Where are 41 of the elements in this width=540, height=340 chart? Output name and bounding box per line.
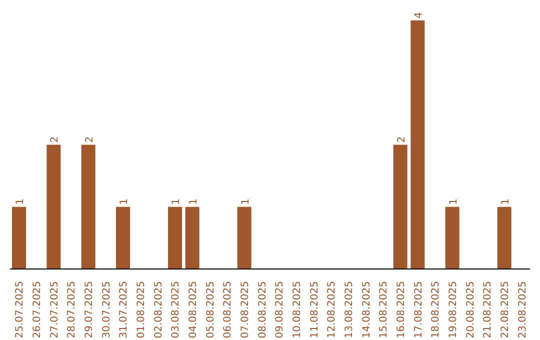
x-tick-label: 25.07.2025 [14, 281, 26, 338]
data-label: 4 [414, 12, 425, 18]
data-label: 2 [50, 136, 61, 143]
x-tick-label: 27.07.2025 [49, 281, 60, 338]
data-label: 1 [500, 198, 512, 205]
x-tick-label: 11.08.2025 [309, 281, 320, 338]
x-tick-label: 20.08.2025 [465, 281, 476, 338]
x-tick-label: 31.07.2025 [118, 281, 130, 338]
x-tick-label: 15.08.2025 [378, 281, 390, 338]
data-label: 1 [119, 198, 130, 205]
x-tick-label: 19.08.2025 [448, 281, 459, 338]
data-label: 1 [448, 198, 460, 205]
x-tick-label: 23.08.2025 [517, 281, 528, 338]
data-label: 1 [15, 198, 26, 205]
x-tick-label: 09.08.2025 [274, 281, 286, 338]
x-tick-label: 13.08.2025 [344, 281, 355, 338]
x-tick-label: 18.08.2025 [430, 281, 442, 338]
x-tick-label: 01.08.2025 [136, 281, 147, 338]
x-tick-label: 07.08.2025 [240, 281, 251, 338]
x-tick-label: 10.08.2025 [292, 281, 303, 338]
x-tick-label: 28.07.2025 [66, 281, 78, 338]
data-label: 2 [84, 136, 96, 143]
data-label: 1 [171, 198, 182, 205]
x-tick-label: 16.08.2025 [396, 281, 407, 338]
x-tick-label: 17.08.2025 [413, 281, 424, 338]
x-tick-label: 21.08.2025 [482, 281, 494, 338]
x-tick-label: 03.08.2025 [170, 281, 182, 338]
x-tick-label: 29.07.2025 [84, 281, 95, 338]
data-label: 1 [240, 198, 252, 205]
x-tick-label: 05.08.2025 [205, 281, 216, 338]
data-label: 2 [396, 136, 408, 143]
x-tick-label: 02.08.2025 [153, 281, 164, 338]
x-tick-label: 30.07.2025 [101, 281, 112, 338]
x-tick-label: 14.08.2025 [361, 281, 372, 338]
x-tick-label: 06.08.2025 [222, 281, 234, 338]
x-tick-label: 22.08.2025 [500, 281, 511, 338]
x-tick-label: 08.08.2025 [257, 281, 268, 338]
x-tick-label: 04.08.2025 [188, 281, 199, 338]
x-tick-label: 12.08.2025 [326, 281, 338, 338]
data-label: 1 [188, 198, 200, 205]
x-tick-label: 26.07.2025 [32, 281, 43, 338]
